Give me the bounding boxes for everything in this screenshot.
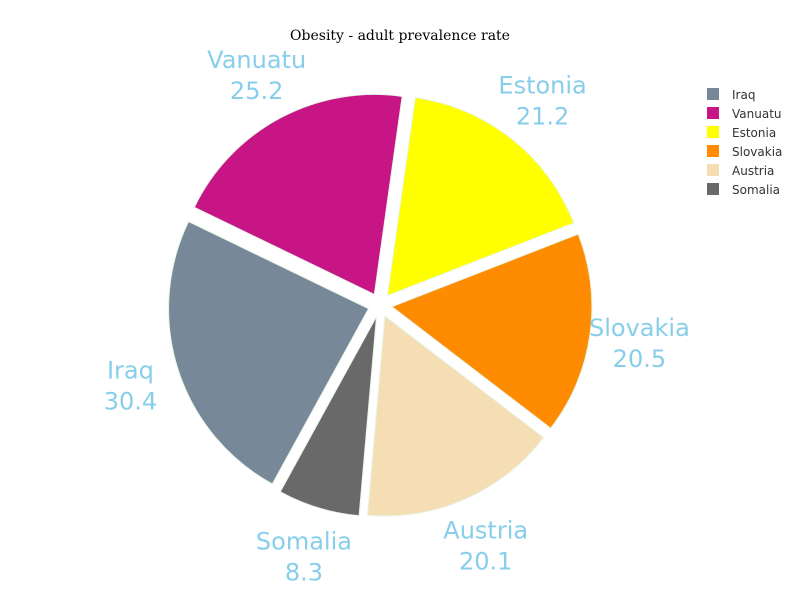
legend-item-iraq[interactable]: Iraq bbox=[707, 88, 755, 102]
legend-swatch bbox=[707, 88, 719, 100]
slice-label-somalia: Somalia 8.3 bbox=[256, 528, 352, 587]
chart-title: Obesity - adult prevalence rate bbox=[290, 28, 510, 44]
legend-label: Austria bbox=[732, 164, 774, 178]
legend-swatch bbox=[707, 183, 719, 195]
slice-austria bbox=[366, 315, 545, 517]
slice-labels: Estonia 21.2 Slovakia 20.5 Austria 20.1 Somali… bbox=[104, 46, 690, 587]
slice-label-slovakia: Slovakia 20.5 bbox=[589, 314, 690, 373]
slice-label-vanuatu: Vanuatu 25.2 bbox=[207, 46, 306, 105]
slice-estonia bbox=[386, 96, 575, 297]
legend-label: Somalia bbox=[732, 183, 780, 197]
legend-swatch bbox=[707, 107, 719, 119]
slice-vanuatu bbox=[193, 93, 403, 296]
legend-item-somalia[interactable]: Somalia bbox=[707, 183, 780, 197]
legend-item-estonia[interactable]: Estonia bbox=[707, 126, 776, 140]
slice-label-iraq: Iraq 30.4 bbox=[104, 357, 157, 416]
legend-label: Iraq bbox=[732, 88, 755, 102]
legend-swatch bbox=[707, 164, 719, 176]
legend-swatch bbox=[707, 145, 719, 157]
slice-iraq bbox=[168, 220, 370, 485]
slice-label-estonia: Estonia 21.2 bbox=[498, 72, 586, 131]
legend-label: Estonia bbox=[732, 126, 776, 140]
legend-item-vanuatu[interactable]: Vanuatu bbox=[707, 107, 782, 121]
slice-slovakia bbox=[390, 233, 593, 429]
legend: Iraq Vanuatu Estonia Slovakia Austria Somalia bbox=[707, 88, 782, 197]
pie-slices bbox=[168, 93, 593, 517]
slice-label-austria: Austria 20.1 bbox=[443, 517, 528, 576]
legend-item-slovakia[interactable]: Slovakia bbox=[707, 145, 782, 159]
legend-swatch bbox=[707, 126, 719, 138]
legend-item-austria[interactable]: Austria bbox=[707, 164, 774, 178]
slice-somalia bbox=[279, 316, 378, 517]
legend-label: Vanuatu bbox=[732, 107, 782, 121]
legend-label: Slovakia bbox=[732, 145, 782, 159]
